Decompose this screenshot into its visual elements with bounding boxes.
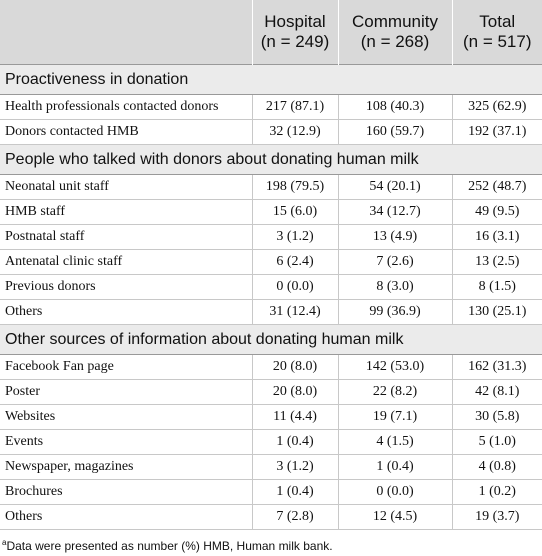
cell-value: 3 (1.2) — [251, 224, 338, 250]
cell-value: 30 (5.8) — [451, 404, 542, 430]
row-label: Poster — [0, 379, 252, 405]
row-label: Previous donors — [0, 274, 252, 300]
cell-value: 1 (0.2) — [451, 479, 542, 505]
section-row: People who talked with donors about dona… — [0, 144, 542, 175]
header-row: Hospital (n = 249) Community (n = 268) Total… — [0, 0, 542, 65]
cell-value: 12 (4.5) — [337, 504, 452, 530]
table-row: Previous donors 0 (0.0) 8 (3.0) 8 (1.5) — [0, 274, 542, 300]
cell-value: 20 (8.0) — [251, 379, 338, 405]
table-row: Neonatal unit staff 198 (79.5) 54 (20.1) 25… — [0, 174, 542, 200]
cell-value: 13 (4.9) — [337, 224, 452, 250]
header-blank — [0, 0, 252, 65]
cell-value: 8 (1.5) — [451, 274, 542, 300]
cell-value: 34 (12.7) — [337, 199, 452, 225]
table-row: Poster 20 (8.0) 22 (8.2) 42 (8.1) — [0, 379, 542, 405]
data-table: Hospital (n = 249) Community (n = 268) Total… — [0, 0, 542, 530]
row-label: Facebook Fan page — [0, 354, 252, 380]
cell-value: 130 (25.1) — [451, 299, 542, 325]
table-row: Others 7 (2.8) 12 (4.5) 19 (3.7) — [0, 504, 542, 530]
cell-value: 160 (59.7) — [337, 119, 452, 145]
cell-value: 217 (87.1) — [251, 94, 338, 120]
table-row: Websites 11 (4.4) 19 (7.1) 30 (5.8) — [0, 404, 542, 430]
cell-value: 19 (7.1) — [337, 404, 452, 430]
cell-value: 6 (2.4) — [251, 249, 338, 275]
cell-value: 20 (8.0) — [251, 354, 338, 380]
section-title: Other sources of information about donat… — [0, 324, 542, 355]
cell-value: 325 (62.9) — [451, 94, 542, 120]
column-header: Community (n = 268) — [337, 0, 452, 65]
table-row: Others 31 (12.4) 99 (36.9) 130 (25.1) — [0, 299, 542, 325]
column-header: Total (n = 517) — [451, 0, 542, 65]
row-label: HMB staff — [0, 199, 252, 225]
cell-value: 22 (8.2) — [337, 379, 452, 405]
cell-value: 0 (0.0) — [251, 274, 338, 300]
column-name: Hospital — [264, 12, 326, 31]
cell-value: 19 (3.7) — [451, 504, 542, 530]
column-name: Total — [479, 12, 516, 31]
table-row: Antenatal clinic staff 6 (2.4) 7 (2.6) 13 (… — [0, 249, 542, 275]
column-header: Hospital (n = 249) — [251, 0, 338, 65]
table-row: Newspaper, magazines 3 (1.2) 1 (0.4) 4 (0.8… — [0, 454, 542, 480]
cell-value: 142 (53.0) — [337, 354, 452, 380]
table-row: Donors contacted HMB 32 (12.9) 160 (59.7) 1… — [0, 119, 542, 145]
row-label: Donors contacted HMB — [0, 119, 252, 145]
row-label: Postnatal staff — [0, 224, 252, 250]
cell-value: 49 (9.5) — [451, 199, 542, 225]
row-label: Antenatal clinic staff — [0, 249, 252, 275]
section-title: People who talked with donors about dona… — [0, 144, 542, 175]
column-n: (n = 517) — [462, 32, 532, 51]
cell-value: 31 (12.4) — [251, 299, 338, 325]
cell-value: 99 (36.9) — [337, 299, 452, 325]
cell-value: 42 (8.1) — [451, 379, 542, 405]
table-row: Events 1 (0.4) 4 (1.5) 5 (1.0) — [0, 429, 542, 455]
table-row: Health professionals contacted donors 217… — [0, 94, 542, 120]
row-label: Health professionals contacted donors — [0, 94, 252, 120]
cell-value: 32 (12.9) — [251, 119, 338, 145]
cell-value: 54 (20.1) — [337, 174, 452, 200]
cell-value: 162 (31.3) — [451, 354, 542, 380]
cell-value: 1 (0.4) — [251, 429, 338, 455]
cell-value: 3 (1.2) — [251, 454, 338, 480]
cell-value: 16 (3.1) — [451, 224, 542, 250]
column-n: (n = 268) — [360, 32, 430, 51]
footnote-text: Data were presented as number (%) HMB, H… — [6, 539, 333, 553]
cell-value: 108 (40.3) — [337, 94, 452, 120]
column-name: Community — [352, 12, 438, 31]
table-row: Brochures 1 (0.4) 0 (0.0) 1 (0.2) — [0, 479, 542, 505]
table-row: HMB staff 15 (6.0) 34 (12.7) 49 (9.5) — [0, 199, 542, 225]
row-label: Others — [0, 504, 252, 530]
cell-value: 8 (3.0) — [337, 274, 452, 300]
footnote-marker: a — [2, 538, 7, 547]
cell-value: 192 (37.1) — [451, 119, 542, 145]
cell-value: 7 (2.6) — [337, 249, 452, 275]
footnote: aData were presented as number (%) HMB, … — [2, 538, 333, 553]
section-row: Other sources of information about donat… — [0, 324, 542, 355]
cell-value: 4 (1.5) — [337, 429, 452, 455]
table-row: Facebook Fan page 20 (8.0) 142 (53.0) 162 (… — [0, 354, 542, 380]
cell-value: 5 (1.0) — [451, 429, 542, 455]
row-label: Others — [0, 299, 252, 325]
cell-value: 15 (6.0) — [251, 199, 338, 225]
cell-value: 11 (4.4) — [251, 404, 338, 430]
row-label: Neonatal unit staff — [0, 174, 252, 200]
row-label: Brochures — [0, 479, 252, 505]
cell-value: 7 (2.8) — [251, 504, 338, 530]
cell-value: 252 (48.7) — [451, 174, 542, 200]
row-label: Newspaper, magazines — [0, 454, 252, 480]
cell-value: 1 (0.4) — [337, 454, 452, 480]
cell-value: 198 (79.5) — [251, 174, 338, 200]
row-label: Websites — [0, 404, 252, 430]
cell-value: 1 (0.4) — [251, 479, 338, 505]
column-n: (n = 249) — [260, 32, 330, 51]
section-row: Proactiveness in donation — [0, 64, 542, 95]
cell-value: 0 (0.0) — [337, 479, 452, 505]
cell-value: 4 (0.8) — [451, 454, 542, 480]
table-row: Postnatal staff 3 (1.2) 13 (4.9) 16 (3.1) — [0, 224, 542, 250]
cell-value: 13 (2.5) — [451, 249, 542, 275]
section-title: Proactiveness in donation — [0, 64, 542, 95]
row-label: Events — [0, 429, 252, 455]
